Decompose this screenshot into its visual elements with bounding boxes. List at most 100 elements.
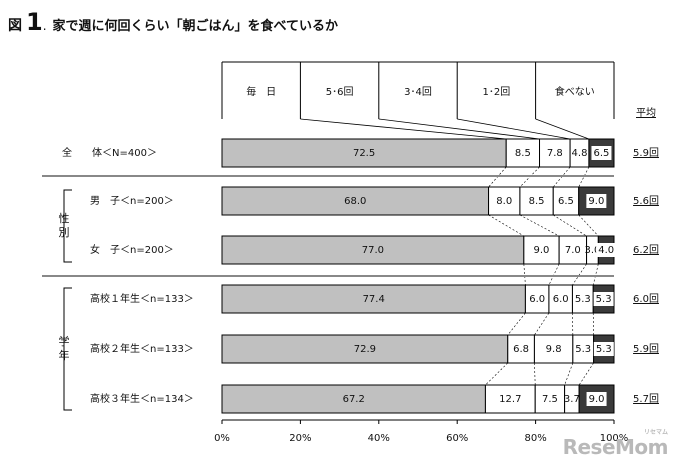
data-label: 6.0 — [529, 294, 545, 305]
segment-connector — [488, 214, 524, 237]
data-label-bg — [596, 243, 617, 257]
data-label: 4.0 — [598, 245, 614, 256]
figure-prefix: 図 — [8, 18, 22, 34]
data-label: 3.7 — [564, 394, 580, 405]
segment-connector — [592, 263, 599, 286]
average-value: 6.0回 — [633, 293, 659, 305]
group-label: 性別 — [59, 211, 70, 239]
data-label: 4.8 — [572, 148, 588, 159]
legend-label: 1･2回 — [483, 86, 511, 98]
group-bracket — [63, 189, 72, 263]
group-label-char: 年 — [59, 348, 70, 362]
group-label-char: 学 — [59, 334, 70, 348]
legend-label: 毎 日 — [246, 85, 276, 98]
data-label: 8.5 — [529, 196, 545, 207]
data-label: 77.0 — [362, 245, 384, 256]
legend-label: 5･6回 — [326, 86, 354, 98]
x-tick-label: 100% — [600, 433, 629, 444]
segment-connector — [519, 166, 540, 188]
segment-connector — [507, 312, 526, 336]
x-tick-label: 20% — [289, 433, 311, 444]
logo-subtext: リセマム — [643, 429, 668, 436]
data-label-bg — [586, 392, 607, 406]
category-label: 高校２年生＜n=133＞ — [90, 342, 194, 355]
legend-connector — [535, 118, 590, 140]
data-label: 7.8 — [547, 148, 563, 159]
average-value: 5.9回 — [633, 147, 659, 159]
data-label: 6.0 — [553, 294, 569, 305]
legend-label: 3･4回 — [404, 86, 432, 98]
bar-segment — [552, 186, 580, 216]
average-header: 平均 — [636, 107, 656, 119]
segment-connector — [553, 214, 587, 237]
resemom-logo: ReseMom リセマム — [562, 429, 669, 459]
bar-segment — [488, 186, 521, 216]
data-label: 67.2 — [343, 394, 365, 405]
data-label: 8.5 — [515, 148, 531, 159]
data-label: 7.5 — [542, 394, 558, 405]
segment-connector — [548, 263, 560, 286]
data-label: 3.0 — [584, 245, 600, 256]
data-label: 9.0 — [589, 394, 605, 405]
bar-segment — [507, 334, 535, 364]
segment-connector — [523, 263, 526, 286]
legend-connector — [457, 118, 571, 140]
data-label: 5.3 — [575, 344, 591, 355]
x-tick-label: 40% — [368, 433, 390, 444]
data-label: 77.4 — [363, 294, 385, 305]
logo-text: ReseMom — [562, 435, 669, 459]
bar-segment — [484, 384, 536, 414]
bar-segment — [558, 235, 588, 265]
data-label: 9.0 — [534, 245, 550, 256]
bar-segment — [533, 334, 574, 364]
data-label: 6.5 — [558, 196, 574, 207]
data-label: 9.8 — [546, 344, 562, 355]
data-label-bg — [591, 146, 612, 160]
segment-connector — [578, 362, 594, 386]
segment-connector — [534, 312, 550, 336]
segment-connector — [578, 214, 599, 237]
x-tick-label: 80% — [524, 433, 546, 444]
figure-number: 1 — [26, 8, 43, 36]
category-label: 高校３年生＜n=134＞ — [90, 392, 194, 405]
data-label: 68.0 — [344, 196, 366, 207]
figure-dot: . — [42, 19, 47, 33]
x-tick-label: 0% — [214, 433, 230, 444]
bar-segment — [519, 186, 554, 216]
group-label: 学年 — [59, 334, 70, 362]
data-label: 5.3 — [596, 344, 612, 355]
chart-title: 図 1. 家で週に何回くらい「朝ごはん」を食べているか — [8, 8, 338, 36]
group-label-char: 性 — [59, 211, 70, 225]
average-value: 5.7回 — [633, 393, 659, 405]
legend-connector — [378, 118, 540, 140]
segment-connector — [534, 362, 536, 386]
legend-label: 食べない — [555, 85, 595, 98]
bar-segment — [534, 384, 566, 414]
segment-connector — [519, 214, 560, 237]
average-value: 5.9回 — [633, 343, 659, 355]
figure-title-text: 家で週に何回くらい「朝ごはん」を食べているか — [52, 19, 339, 34]
bar-segment — [221, 138, 507, 168]
segment-connector — [564, 362, 574, 386]
group-label-char: 別 — [59, 226, 70, 239]
data-label: 8.0 — [496, 196, 512, 207]
bar-segment — [505, 138, 541, 168]
data-label: 5.3 — [575, 294, 591, 305]
segment-connector — [485, 362, 508, 386]
bar-segment — [539, 138, 571, 168]
data-label: 12.7 — [499, 394, 521, 405]
data-label: 5.3 — [596, 294, 612, 305]
category-label: 全 体＜N=400＞ — [62, 146, 157, 159]
category-label: 男 子＜n=200＞ — [90, 195, 174, 207]
data-label: 9.0 — [588, 196, 604, 207]
x-tick-label: 60% — [446, 433, 468, 444]
data-label: 72.9 — [354, 344, 376, 355]
segment-connector — [572, 263, 587, 286]
data-label-bg — [593, 292, 614, 306]
data-label: 6.8 — [513, 344, 529, 355]
bar-segment — [221, 284, 526, 314]
bar-segment — [221, 384, 486, 414]
bar-segment — [221, 235, 525, 265]
category-label: 高校１年生＜n=133＞ — [90, 292, 194, 305]
